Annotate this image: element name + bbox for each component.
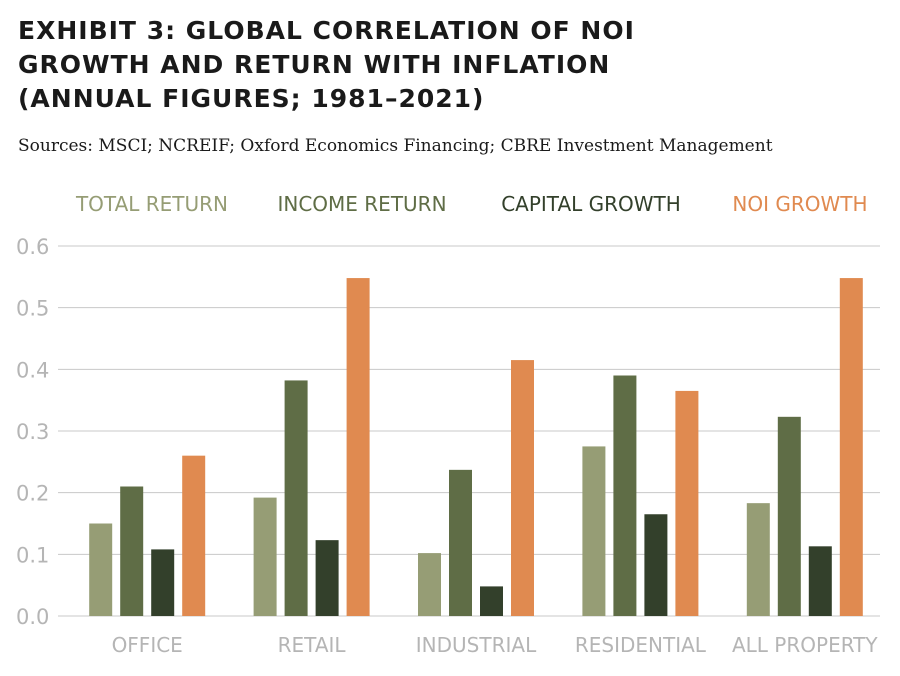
x-tick-label: ALL PROPERTY <box>732 633 878 657</box>
bar-income-return <box>120 486 144 616</box>
bar-noi-growth <box>346 278 370 616</box>
x-tick-label: INDUSTRIAL <box>416 633 537 657</box>
legend-income-return: INCOME RETURN <box>277 192 446 216</box>
bar-total-return <box>746 503 770 616</box>
bars <box>89 278 863 616</box>
y-tick-label: 0.3 <box>16 420 49 444</box>
bar-income-return <box>613 375 637 616</box>
legend: TOTAL RETURN INCOME RETURN CAPITAL GROWT… <box>75 192 868 216</box>
bar-capital-growth <box>315 540 339 616</box>
bar-capital-growth <box>808 546 832 616</box>
bar-income-return <box>449 469 472 616</box>
legend-noi-growth: NOI GROWTH <box>732 192 867 216</box>
y-tick-label: 0.0 <box>16 605 49 629</box>
x-axis-labels: OFFICE RETAIL INDUSTRIAL RESIDENTIAL ALL PRO… <box>112 633 879 657</box>
chart-title: EXHIBIT 3: GLOBAL CORRELATION OF NOI GRO… <box>18 14 878 116</box>
title-line-1: EXHIBIT 3: GLOBAL CORRELATION OF NOI <box>18 16 635 45</box>
bar-noi-growth <box>182 455 206 616</box>
bar-capital-growth <box>480 586 503 616</box>
bar-total-return <box>582 446 606 616</box>
bar-capital-growth <box>644 514 668 616</box>
bar-income-return <box>284 380 308 616</box>
x-tick-label: RETAIL <box>278 633 347 657</box>
y-tick-label: 0.2 <box>16 482 49 506</box>
source-note: Sources: MSCI; NCREIF; Oxford Economics … <box>18 136 773 156</box>
bar-noi-growth <box>511 360 534 616</box>
title-line-3: (ANNUAL FIGURES; 1981–2021) <box>18 84 485 113</box>
x-tick-label: RESIDENTIAL <box>575 633 707 657</box>
bar-noi-growth <box>675 390 699 616</box>
bar-total-return <box>89 523 113 616</box>
bar-total-return <box>418 553 441 616</box>
y-tick-label: 0.1 <box>16 543 49 567</box>
legend-capital-growth: CAPITAL GROWTH <box>501 192 681 216</box>
x-tick-label: OFFICE <box>112 633 183 657</box>
bar-total-return <box>253 497 277 616</box>
y-tick-label: 0.4 <box>16 358 49 382</box>
y-tick-label: 0.6 <box>16 235 49 259</box>
bar-capital-growth <box>151 549 175 616</box>
y-tick-label: 0.5 <box>16 297 49 321</box>
legend-total-return: TOTAL RETURN <box>75 192 228 216</box>
bar-noi-growth <box>839 278 863 616</box>
title-line-2: GROWTH AND RETURN WITH INFLATION <box>18 50 611 79</box>
bar-income-return <box>777 416 801 616</box>
y-axis-ticks: 0.0 0.1 0.2 0.3 0.4 0.5 0.6 <box>16 235 49 629</box>
